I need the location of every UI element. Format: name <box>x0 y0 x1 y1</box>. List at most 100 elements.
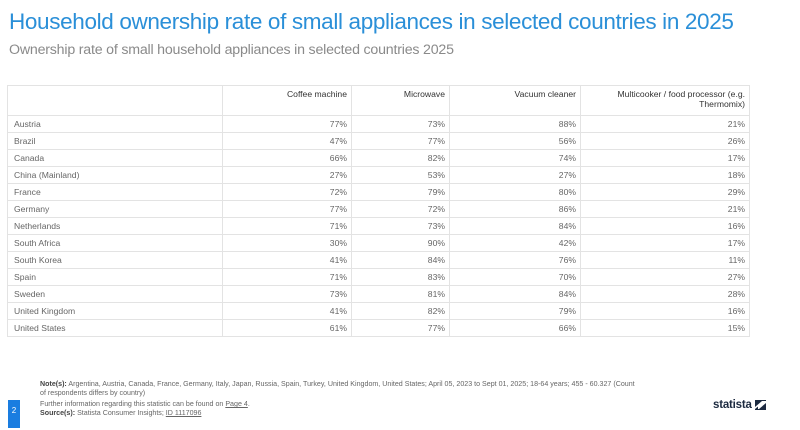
value-cell: 86% <box>449 200 581 218</box>
value-cell: 16% <box>580 217 750 235</box>
value-cell: 30% <box>222 234 352 252</box>
table-row: United Kingdom 41% 82% 79% 16% <box>7 302 750 320</box>
page-subtitle: Ownership rate of small household applia… <box>9 42 454 58</box>
further-info-line: Further information regarding this stati… <box>40 400 640 409</box>
table-header-row: Coffee machine Microwave Vacuum cleaner … <box>7 85 750 116</box>
table-row: Spain 71% 83% 70% 27% <box>7 268 750 286</box>
value-cell: 82% <box>351 302 450 320</box>
value-cell: 77% <box>222 200 352 218</box>
value-cell: 88% <box>449 115 581 133</box>
value-cell: 26% <box>580 132 750 150</box>
note-label: Note(s): <box>40 380 67 388</box>
value-cell: 73% <box>351 217 450 235</box>
value-cell: 71% <box>222 268 352 286</box>
value-cell: 84% <box>351 251 450 269</box>
table-row: Sweden 73% 81% 84% 28% <box>7 285 750 303</box>
value-cell: 17% <box>580 234 750 252</box>
value-cell: 21% <box>580 200 750 218</box>
table-body: Austria 77% 73% 88% 21% Brazil 47% 77% 56% 26% Can… <box>7 115 750 337</box>
value-cell: 61% <box>222 319 352 337</box>
value-cell: 84% <box>449 285 581 303</box>
value-cell: 71% <box>222 217 352 235</box>
value-cell: 53% <box>351 166 450 184</box>
source-label: Source(s): <box>40 408 76 417</box>
value-cell: 29% <box>580 183 750 201</box>
value-cell: 72% <box>351 200 450 218</box>
country-cell: South Korea <box>7 251 223 269</box>
country-cell: United Kingdom <box>7 302 223 320</box>
country-cell: China (Mainland) <box>7 166 223 184</box>
country-cell: France <box>7 183 223 201</box>
value-cell: 41% <box>222 302 352 320</box>
table-row: Canada 66% 82% 74% 17% <box>7 149 750 167</box>
source-line: Source(s): Statista Consumer Insights; I… <box>40 409 640 418</box>
note-line: Note(s): Argentina, Austria, Canada, Fra… <box>40 380 640 397</box>
source-text: Statista Consumer Insights; <box>77 408 166 417</box>
table-row: Germany 77% 72% 86% 21% <box>7 200 750 218</box>
table-row: South Africa 30% 90% 42% 17% <box>7 234 750 252</box>
header-country <box>7 85 223 116</box>
page-number-badge: 2 <box>8 400 20 428</box>
country-cell: Brazil <box>7 132 223 150</box>
footer-notes: Note(s): Argentina, Austria, Canada, Fra… <box>40 380 640 417</box>
value-cell: 80% <box>449 183 581 201</box>
header-microwave: Microwave <box>351 85 450 116</box>
page-title: Household ownership rate of small applia… <box>9 9 734 34</box>
value-cell: 66% <box>222 149 352 167</box>
value-cell: 28% <box>580 285 750 303</box>
value-cell: 27% <box>449 166 581 184</box>
value-cell: 18% <box>580 166 750 184</box>
table-row: China (Mainland) 27% 53% 27% 18% <box>7 166 750 184</box>
page-link[interactable]: Page 4 <box>225 400 248 409</box>
value-cell: 47% <box>222 132 352 150</box>
value-cell: 74% <box>449 149 581 167</box>
country-cell: Austria <box>7 115 223 133</box>
header-coffee-machine: Coffee machine <box>222 85 352 116</box>
value-cell: 90% <box>351 234 450 252</box>
country-cell: South Africa <box>7 234 223 252</box>
statista-logo-icon <box>754 400 766 410</box>
value-cell: 70% <box>449 268 581 286</box>
value-cell: 27% <box>222 166 352 184</box>
value-cell: 15% <box>580 319 750 337</box>
value-cell: 79% <box>449 302 581 320</box>
header-multicooker: Multicooker / food processor (e.g. Therm… <box>580 85 750 116</box>
value-cell: 76% <box>449 251 581 269</box>
value-cell: 77% <box>222 115 352 133</box>
logo-text: statista <box>713 399 752 411</box>
country-cell: Canada <box>7 149 223 167</box>
value-cell: 56% <box>449 132 581 150</box>
value-cell: 41% <box>222 251 352 269</box>
header-multicooker-line2: Thermomix) <box>699 99 745 109</box>
country-cell: Spain <box>7 268 223 286</box>
table-row: United States 61% 77% 66% 15% <box>7 319 750 337</box>
table-row: Netherlands 71% 73% 84% 16% <box>7 217 750 235</box>
value-cell: 17% <box>580 149 750 167</box>
country-cell: Germany <box>7 200 223 218</box>
note-text: Argentina, Austria, Canada, France, Germ… <box>40 380 635 397</box>
value-cell: 73% <box>351 115 450 133</box>
further-info-text: Further information regarding this stati… <box>40 400 226 409</box>
country-cell: Sweden <box>7 285 223 303</box>
value-cell: 83% <box>351 268 450 286</box>
data-table: Coffee machine Microwave Vacuum cleaner … <box>7 85 750 337</box>
header-multicooker-line1: Multicooker / food processor (e.g. <box>617 89 745 99</box>
country-cell: United States <box>7 319 223 337</box>
further-info-end: . <box>247 400 250 409</box>
value-cell: 16% <box>580 302 750 320</box>
value-cell: 84% <box>449 217 581 235</box>
value-cell: 73% <box>222 285 352 303</box>
value-cell: 21% <box>580 115 750 133</box>
value-cell: 66% <box>449 319 581 337</box>
value-cell: 27% <box>580 268 750 286</box>
value-cell: 82% <box>351 149 450 167</box>
value-cell: 79% <box>351 183 450 201</box>
table-row: Austria 77% 73% 88% 21% <box>7 115 750 133</box>
header-vacuum-cleaner: Vacuum cleaner <box>449 85 581 116</box>
value-cell: 11% <box>580 251 750 269</box>
statista-logo: statista <box>713 399 766 411</box>
value-cell: 42% <box>449 234 581 252</box>
source-id-link[interactable]: ID 1117096 <box>165 408 202 417</box>
value-cell: 77% <box>351 319 450 337</box>
country-cell: Netherlands <box>7 217 223 235</box>
